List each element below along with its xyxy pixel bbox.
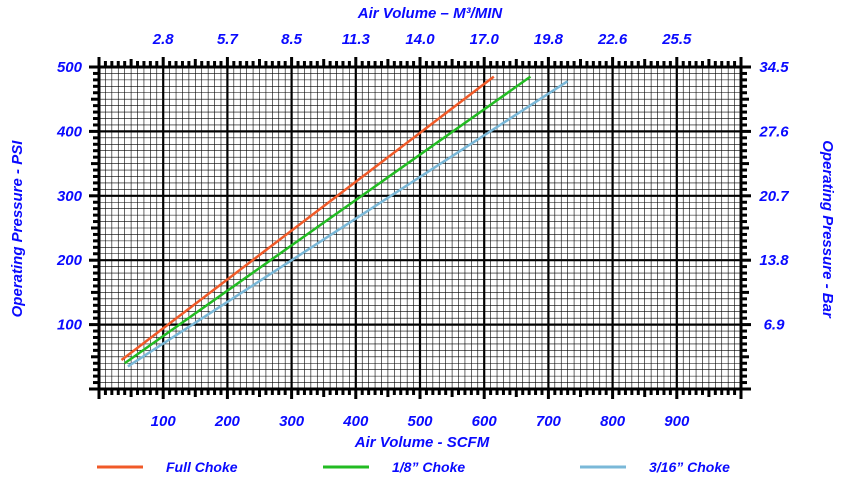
legend-label: 1/8” Choke [392,459,465,475]
x2-tick-label: 2.8 [152,31,175,48]
x-tick-label: 100 [151,413,177,430]
y2-tick-label: 13.8 [759,252,789,269]
y2-tick-label: 34.5 [759,59,789,76]
x2-tick-label: 11.3 [342,31,371,48]
legend-label: 3/16” Choke [649,459,730,475]
y-tick-label: 200 [56,252,83,269]
x2-tick-label: 22.6 [597,31,628,48]
x-tick-label: 400 [342,413,369,430]
grid [97,65,743,391]
legend-label: Full Choke [166,459,238,475]
series-line [120,75,495,362]
y-tick-label: 400 [56,123,83,140]
top-axis-title: Air Volume – M³/MIN [357,5,504,22]
y-tick-label: 300 [57,188,83,205]
series-line [127,80,569,368]
y2-tick-label: 6.9 [764,317,786,334]
series-line [123,75,532,365]
x2-tick-label: 25.5 [661,31,692,48]
x-tick-label: 200 [214,413,241,430]
x-tick-label: 800 [600,413,626,430]
x-tick-label: 300 [279,413,305,430]
y2-axis-title: Operating Pressure - Bar [819,140,836,319]
y2-tick-label: 27.6 [758,123,789,140]
y-tick-label: 500 [57,59,83,76]
x2-tick-label: 17.0 [470,31,500,48]
y2-tick-label: 20.7 [758,188,789,205]
x2-tick-label: 5.7 [217,31,239,48]
series-lines [120,75,569,368]
x2-tick-label: 19.8 [534,31,564,48]
x2-tick-label: 14.0 [405,31,435,48]
x-tick-label: 900 [664,413,690,430]
tick-labels: 100 200 300 400 500 600 700 800 900 2.8 5.7 8.5 11.3… [56,31,789,430]
x-tick-label: 600 [472,413,498,430]
y-axis-title: Operating Pressure - PSI [9,140,26,318]
x2-tick-label: 8.5 [281,31,303,48]
y-tick-label: 100 [57,317,83,334]
x-axis-title: Air Volume - SCFM [354,434,490,451]
legend: Full Choke 1/8” Choke 3/16” Choke [97,459,730,475]
tick-marks [89,57,751,399]
x-tick-label: 700 [536,413,562,430]
x-tick-label: 500 [407,413,433,430]
